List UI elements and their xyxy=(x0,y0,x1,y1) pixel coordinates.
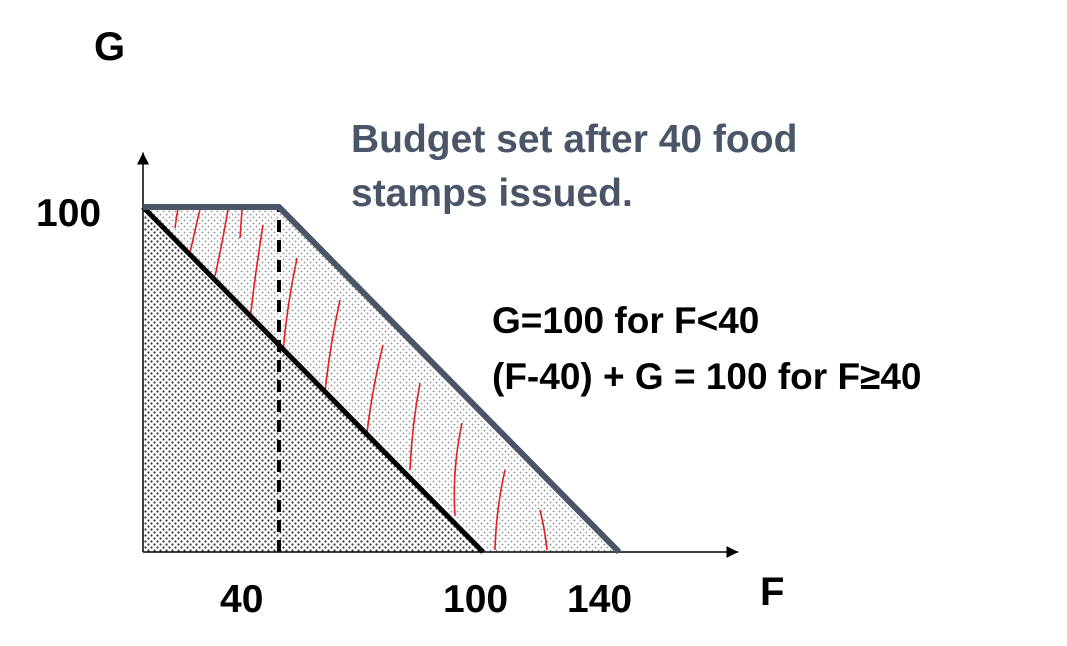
hatch-stroke xyxy=(366,344,384,434)
y-tick-100: 100 xyxy=(36,192,101,235)
hatch-stroke xyxy=(282,257,298,353)
equation-line-2: (F-40) + G = 100 for F≥40 xyxy=(492,356,922,397)
hatch-stroke xyxy=(249,224,264,321)
diagram-title-line-1: Budget set after 40 food xyxy=(351,118,797,161)
hatch-stroke xyxy=(494,469,506,551)
x-tick-140: 140 xyxy=(567,578,632,621)
original-budget-line xyxy=(141,205,485,554)
equation-line-1: G=100 for F<40 xyxy=(492,300,759,341)
x-axis-label: F xyxy=(760,570,784,614)
food-stamp-budget-line xyxy=(143,204,622,555)
hatch-stroke xyxy=(539,509,548,551)
hatch-marks xyxy=(174,208,548,551)
hatch-stroke xyxy=(239,209,243,239)
hatch-stroke xyxy=(214,208,229,277)
hatch-stroke xyxy=(174,208,179,229)
x-tick-40: 40 xyxy=(220,578,263,621)
hatch-stroke xyxy=(324,299,341,393)
hatch-stroke xyxy=(409,382,421,471)
x-tick-100: 100 xyxy=(443,578,508,621)
hatch-stroke xyxy=(453,422,463,517)
y-axis-label: G xyxy=(94,25,125,69)
diagram-title-line-2: stamps issued. xyxy=(351,172,633,215)
